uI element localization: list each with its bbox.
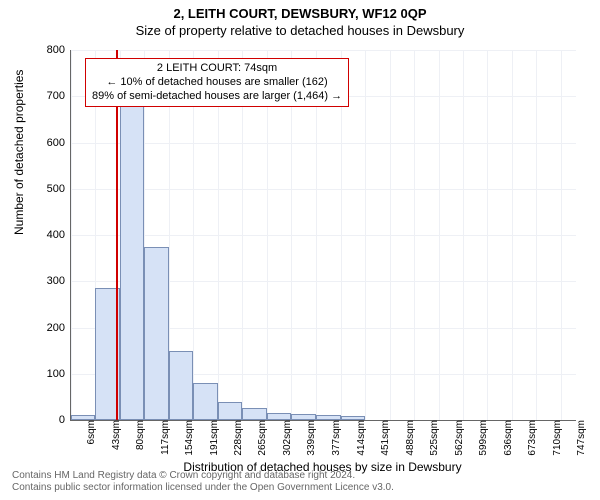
y-tick-label: 600 [47, 137, 71, 149]
x-tick-label: 117sqm [160, 420, 171, 455]
x-tick-label: 599sqm [478, 420, 489, 456]
y-axis-label: Number of detached properties [12, 70, 26, 235]
page-subtitle: Size of property relative to detached ho… [0, 21, 600, 38]
x-tick-label: 80sqm [135, 420, 146, 450]
annotation-smaller: ← 10% of detached houses are smaller (16… [92, 76, 342, 90]
footer-attribution: Contains HM Land Registry data © Crown c… [12, 470, 394, 494]
histogram-chart: 01002003004005006007008006sqm43sqm80sqm1… [70, 50, 575, 420]
x-tick-label: 228sqm [233, 420, 244, 456]
histogram-bar [144, 247, 168, 420]
histogram-bar [267, 413, 291, 420]
x-tick-label: 673sqm [527, 420, 538, 456]
footer-line-1: Contains HM Land Registry data © Crown c… [12, 470, 394, 482]
y-tick-label: 400 [47, 229, 71, 241]
x-tick-label: 525sqm [429, 420, 440, 456]
histogram-bar [71, 415, 95, 420]
gridline-v [439, 50, 440, 420]
y-tick-label: 200 [47, 322, 71, 334]
x-tick-label: 191sqm [209, 420, 220, 456]
histogram-bar [218, 402, 242, 421]
gridline-v [561, 50, 562, 420]
y-tick-label: 800 [47, 44, 71, 56]
histogram-bar [193, 383, 217, 420]
gridline-v [487, 50, 488, 420]
y-tick-label: 300 [47, 275, 71, 287]
histogram-bar [316, 415, 340, 420]
x-tick-label: 302sqm [282, 420, 293, 456]
gridline-v [365, 50, 366, 420]
x-tick-label: 377sqm [331, 420, 342, 456]
x-tick-label: 265sqm [257, 420, 268, 456]
annotation-larger: 89% of semi-detached houses are larger (… [92, 90, 342, 104]
histogram-bar [341, 416, 365, 420]
annotation-title: 2 LEITH COURT: 74sqm [92, 62, 342, 76]
x-tick-label: 414sqm [356, 420, 367, 456]
gridline-v [414, 50, 415, 420]
page-title: 2, LEITH COURT, DEWSBURY, WF12 0QP [0, 0, 600, 21]
footer-line-2: Contains public sector information licen… [12, 482, 394, 494]
gridline-h [71, 143, 576, 144]
x-tick-label: 488sqm [405, 420, 416, 456]
y-tick-label: 0 [59, 414, 71, 426]
gridline-v [536, 50, 537, 420]
gridline-h [71, 189, 576, 190]
gridline-h [71, 50, 576, 51]
x-tick-label: 43sqm [111, 420, 122, 450]
x-tick-label: 6sqm [86, 420, 97, 444]
x-tick-label: 339sqm [306, 420, 317, 456]
gridline-h [71, 235, 576, 236]
gridline-v [390, 50, 391, 420]
y-tick-label: 700 [47, 90, 71, 102]
property-annotation: 2 LEITH COURT: 74sqm ← 10% of detached h… [85, 58, 349, 107]
x-tick-label: 636sqm [503, 420, 514, 456]
gridline-v [71, 50, 72, 420]
histogram-bar [242, 408, 266, 420]
histogram-bar [169, 351, 193, 420]
gridline-v [463, 50, 464, 420]
y-tick-label: 100 [47, 368, 71, 380]
gridline-v [512, 50, 513, 420]
x-tick-label: 451sqm [380, 420, 391, 456]
x-tick-label: 710sqm [552, 420, 563, 456]
x-tick-label: 154sqm [184, 420, 195, 456]
histogram-bar [120, 96, 144, 420]
x-tick-label: 562sqm [454, 420, 465, 456]
y-tick-label: 500 [47, 183, 71, 195]
x-tick-label: 747sqm [576, 420, 587, 456]
histogram-bar [291, 414, 315, 420]
